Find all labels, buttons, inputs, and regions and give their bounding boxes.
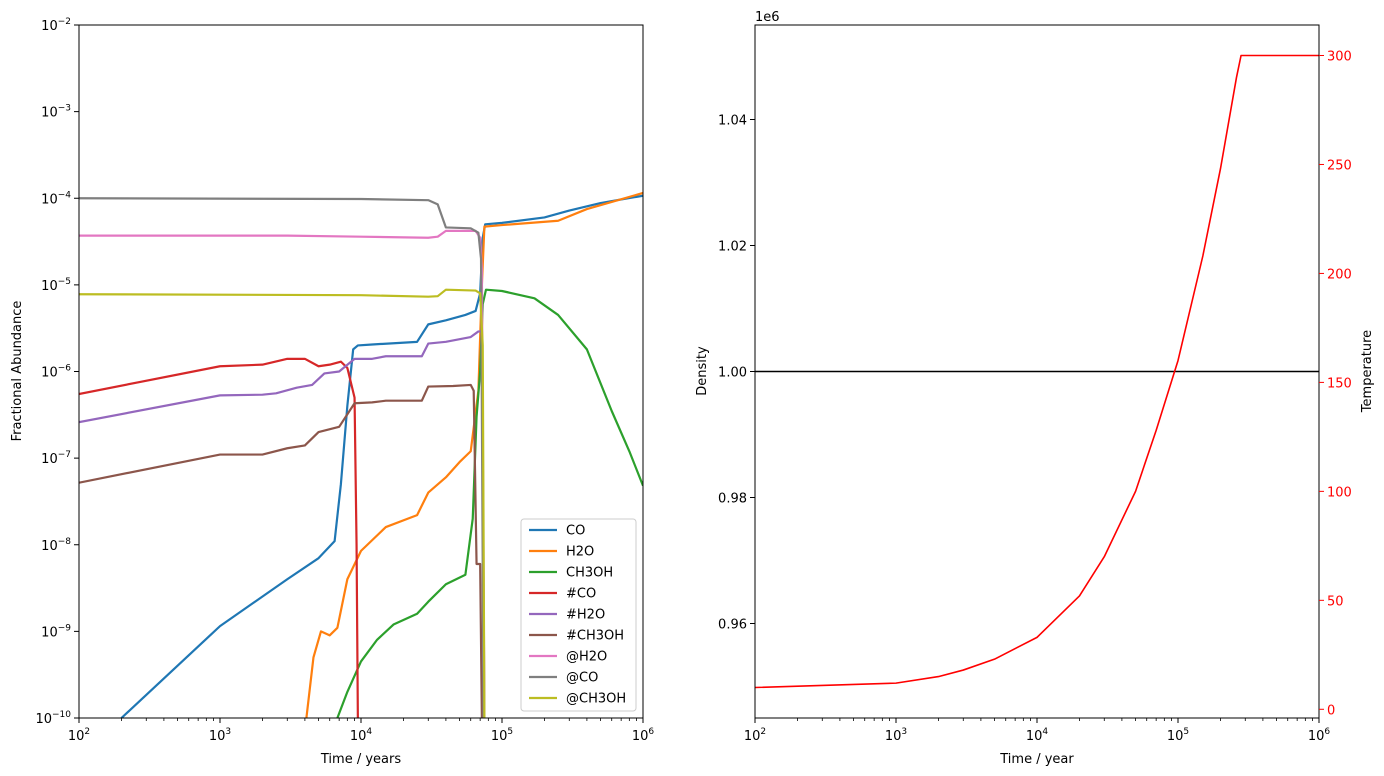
temperature-y-ticks: 0 50 100 150 200 250 300: [1319, 50, 1352, 718]
abundance-y-tick-label: 10−6: [41, 364, 71, 381]
legend-label: @CO: [566, 671, 598, 686]
legend-label: #CO: [566, 587, 596, 602]
density-x-tick-label: 104: [1026, 727, 1049, 744]
abundance-x-axis-label: Time / years: [320, 752, 401, 767]
legend-entries: CO H2O CH3OH #CO #H2O #CH3OH @H2O @CO @CH3OH: [529, 524, 626, 707]
temperature-y-tick-label: 300: [1327, 50, 1352, 65]
density-y-tick-label: 1.00: [718, 366, 747, 381]
abundance-y-tick-label: 10−5: [41, 277, 71, 294]
temperature-y-tick-label: 150: [1327, 376, 1352, 391]
legend-label: #CH3OH: [566, 629, 624, 644]
legend-label: CH3OH: [566, 566, 613, 581]
series-line-ch3oh: [79, 383, 483, 718]
density-temperature-chart: 102 103 104 105 106 0.96 0.98 1.00 1.02 1.04 0 50…: [695, 10, 1375, 767]
legend-box: [520, 518, 637, 712]
legend: CO H2O CH3OH #CO #H2O #CH3OH @H2O @CO @CH3OH: [520, 518, 637, 712]
abundance-y-tick-label: 10−9: [41, 623, 71, 640]
density-x-axis-label: Time / year: [999, 752, 1074, 767]
abundance-series-lines: [79, 191, 643, 718]
series-line-co: [79, 197, 485, 718]
temperature-y-tick-label: 100: [1327, 485, 1352, 500]
series-line-co: [120, 194, 643, 718]
density-y-tick-label: 0.96: [718, 618, 747, 633]
density-x-tick-label: 103: [885, 727, 907, 744]
legend-label: CO: [566, 524, 585, 539]
abundance-y-tick-label: 10−7: [41, 450, 71, 467]
density-y-ticks: 0.96 0.98 1.00 1.02 1.04: [718, 114, 755, 633]
density-x-tick-label: 106: [1308, 727, 1331, 744]
legend-label: @H2O: [566, 650, 607, 665]
density-y-tick-label: 1.02: [718, 240, 747, 255]
legend-label: H2O: [566, 545, 594, 560]
abundance-x-tick-label: 104: [350, 727, 373, 744]
series-line-ch3oh: [336, 288, 643, 718]
abundance-y-tick-label: 10−3: [41, 104, 71, 121]
abundance-x-tick-label: 102: [68, 727, 90, 744]
density-x-tick-label: 105: [1167, 727, 1189, 744]
abundance-y-tick-label: 10−2: [41, 17, 71, 34]
temperature-y-tick-label: 0: [1327, 703, 1335, 718]
series-line-ch3oh: [79, 288, 486, 718]
abundance-y-axis-label: Fractional Abundance: [10, 301, 25, 442]
series-line-h2o: [79, 330, 486, 718]
series-line-h2o: [305, 191, 643, 718]
density-offset-label: 1e6: [755, 10, 780, 25]
temperature-y-axis-label: Temperature: [1360, 330, 1375, 413]
abundance-x-tick-label: 105: [491, 727, 513, 744]
density-y-tick-label: 1.04: [718, 114, 747, 129]
temperature-line: [755, 54, 1319, 689]
density-y-axis-label: Density: [695, 346, 710, 396]
density-x-tick-label: 102: [744, 727, 766, 744]
legend-label: #H2O: [566, 608, 605, 623]
abundance-x-tick-label: 103: [209, 727, 231, 744]
abundance-y-ticks: 10−10 10−9 10−8 10−7 10−6 10−5 10−4 10−3 10−2: [35, 17, 79, 727]
abundance-y-tick-label: 10−8: [41, 537, 71, 554]
abundance-chart: 102 103 104 105 106 10−1010−910−810−710−610−…: [10, 17, 654, 767]
abundance-x-ticks: 102 103 104 105 106: [68, 718, 655, 744]
temperature-y-tick-label: 200: [1327, 267, 1352, 282]
temperature-y-tick-label: 50: [1327, 594, 1344, 609]
abundance-y-tick-label: 10−4: [41, 190, 71, 207]
density-y-tick-label: 0.98: [718, 492, 747, 507]
density-temperature-lines: [755, 54, 1319, 689]
legend-label: @CH3OH: [566, 692, 626, 707]
density-x-ticks: 102 103 104 105 106: [744, 718, 1331, 744]
abundance-x-tick-label: 106: [632, 727, 655, 744]
temperature-y-tick-label: 250: [1327, 158, 1352, 173]
series-line-co: [79, 357, 359, 718]
abundance-y-tick-label: 10−10: [35, 710, 71, 727]
